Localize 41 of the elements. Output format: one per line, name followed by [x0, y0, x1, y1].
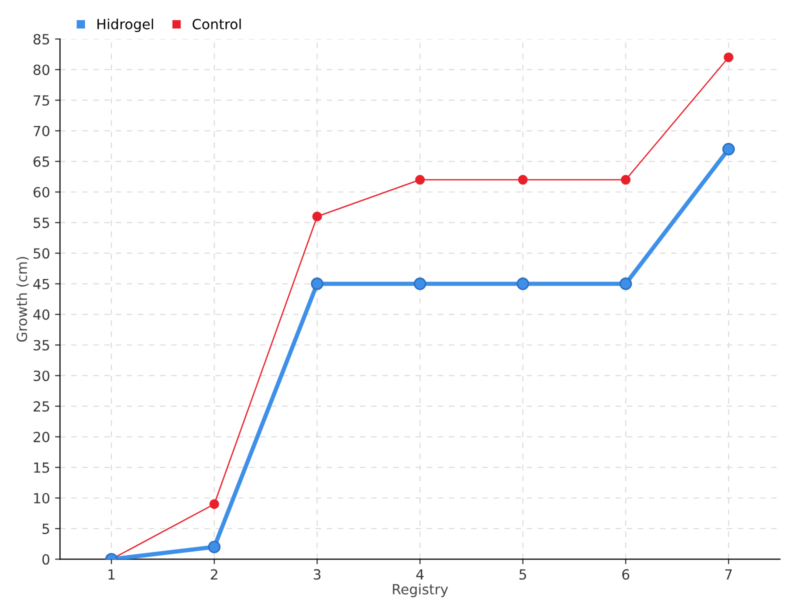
point [312, 212, 322, 222]
x-tick-label: 7 [725, 569, 732, 580]
point [518, 174, 528, 185]
y-tick-label: 50 [34, 248, 50, 259]
y-tick-label: 70 [34, 126, 50, 136]
y-tick-label: 60 [34, 186, 50, 198]
point [209, 499, 220, 509]
y-tick-label: 30 [34, 370, 50, 382]
y-tick-label: 65 [34, 156, 50, 167]
point [724, 52, 734, 62]
point [722, 142, 735, 156]
y-tick-label: 10 [34, 492, 50, 504]
y-tick-label: 20 [34, 432, 50, 442]
legend-label: Control [192, 18, 241, 30]
point [516, 278, 530, 290]
point [310, 278, 324, 290]
point [208, 540, 221, 554]
x-axis-title: Registry [392, 584, 448, 598]
y-tick-label: 5 [42, 524, 50, 534]
y-tick-label: 55 [34, 218, 50, 228]
x-tick-label: 4 [416, 569, 424, 580]
y-tick-label: 40 [33, 309, 50, 320]
legend-label: Hidrogel [97, 18, 154, 32]
y-tick-label: 0 [42, 554, 50, 565]
y-tick-label: 80 [34, 64, 50, 76]
y-tick-label: 75 [34, 95, 50, 106]
x-tick-label: 6 [622, 569, 630, 580]
y-tick-label: 85 [34, 34, 50, 44]
point [619, 278, 632, 290]
point [415, 174, 425, 185]
point [620, 174, 631, 185]
x-tick-label: 5 [520, 569, 526, 580]
y-tick-label: 15 [34, 462, 50, 473]
y-tick-label: 45 [33, 278, 50, 290]
y-tick-label: 35 [34, 340, 50, 350]
y-axis-title: Growth (cm) [16, 256, 29, 342]
x-tick-label: 1 [108, 569, 115, 580]
x-tick-label: 3 [314, 569, 320, 580]
y-tick-label: 25 [34, 401, 50, 412]
point [414, 278, 426, 290]
x-tick-label: 2 [210, 569, 218, 580]
